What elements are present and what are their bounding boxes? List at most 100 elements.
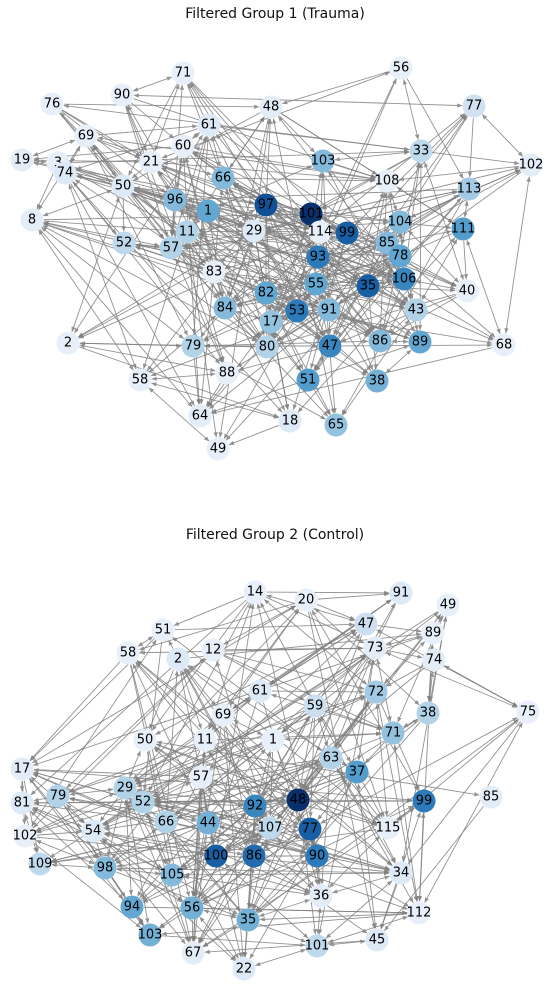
node-48: 48 (259, 95, 283, 119)
edge-71-37 (364, 741, 386, 764)
node-label-19: 19 (14, 153, 31, 168)
node-circle-17 (259, 310, 283, 334)
node-circle-74 (53, 161, 77, 185)
node-77: 77 (298, 817, 322, 841)
node-35: 35 (236, 908, 260, 932)
node-label-14: 14 (247, 585, 264, 600)
node-label-71: 71 (385, 726, 402, 741)
node-63: 63 (319, 746, 343, 770)
node-circle-50 (111, 174, 135, 198)
edge-50-2 (71, 196, 120, 333)
node-101: 101 (299, 202, 323, 226)
node-circle-74 (422, 648, 446, 672)
node-circle-103 (311, 149, 335, 173)
node-64: 64 (188, 404, 212, 428)
node-12: 12 (201, 638, 225, 662)
edge-85-93 (329, 244, 376, 256)
node-103: 103 (138, 923, 162, 947)
edge-79-86 (204, 339, 369, 348)
node-circle-111 (451, 217, 475, 241)
edge-108-101 (321, 185, 377, 210)
node-71: 71 (171, 61, 195, 85)
node-label-102: 102 (13, 829, 38, 844)
edge-105-34 (183, 870, 390, 878)
node-111: 111 (451, 217, 475, 241)
edge-2-89 (189, 632, 422, 659)
edge-102-54 (36, 830, 82, 836)
node-label-37: 37 (349, 765, 366, 780)
node-circle-43 (404, 298, 428, 322)
node-17: 17 (259, 310, 283, 334)
node-label-61: 61 (201, 118, 218, 133)
node-61: 61 (248, 679, 272, 703)
node-49: 49 (436, 593, 460, 617)
node-label-48: 48 (263, 100, 280, 115)
node-label-86: 86 (372, 334, 389, 349)
node-66: 66 (154, 810, 178, 834)
node-label-35: 35 (240, 913, 257, 928)
node-circle-107 (258, 816, 282, 840)
node-circle-71 (381, 721, 405, 745)
node-label-50: 50 (115, 179, 132, 194)
node-label-60: 60 (175, 139, 192, 154)
node-circle-11 (193, 728, 217, 752)
node-55: 55 (304, 272, 328, 296)
edge-85-45 (384, 806, 484, 932)
node-circle-63 (319, 746, 343, 770)
node-circle-66 (154, 810, 178, 834)
node-85: 85 (479, 785, 503, 809)
node-52: 52 (131, 790, 155, 814)
node-50: 50 (133, 728, 157, 752)
node-circle-64 (188, 404, 212, 428)
node-circle-103 (138, 923, 162, 947)
node-56: 56 (180, 896, 204, 920)
edge-69-19 (32, 139, 76, 157)
node-circle-17 (10, 757, 34, 781)
node-101: 101 (305, 934, 329, 958)
node-circle-115 (376, 816, 400, 840)
edge-84-65 (232, 316, 329, 417)
node-circle-80 (255, 335, 279, 359)
node-8: 8 (20, 208, 44, 232)
node-label-90: 90 (309, 849, 326, 864)
edge-69-74 (70, 145, 81, 164)
node-label-65: 65 (328, 418, 345, 433)
node-circle-37 (345, 760, 369, 784)
node-label-51: 51 (300, 373, 317, 388)
node-circle-21 (139, 150, 163, 174)
edge-1-102 (35, 743, 262, 833)
edge-109-98 (51, 862, 94, 870)
node-109: 109 (28, 852, 52, 876)
edge-73-75 (385, 652, 518, 708)
node-circle-12 (201, 638, 225, 662)
edge-35-101 (259, 923, 307, 943)
node-label-79: 79 (185, 339, 202, 354)
node-circle-56 (389, 56, 413, 80)
edge-92-107 (258, 812, 264, 819)
edge-88-58 (151, 372, 216, 381)
node-57: 57 (159, 236, 183, 260)
edge-74-75 (444, 665, 518, 707)
node-label-50: 50 (137, 733, 154, 748)
edge-77-102 (481, 114, 524, 157)
node-82: 82 (254, 281, 278, 305)
node-18: 18 (278, 409, 302, 433)
node-107: 107 (258, 816, 282, 840)
node-label-92: 92 (247, 799, 264, 814)
node-circle-90 (110, 83, 134, 107)
edge-20-91 (317, 592, 390, 600)
node-circle-69 (74, 124, 98, 148)
edge-50-52 (121, 197, 126, 232)
node-label-99: 99 (416, 794, 433, 809)
node-circle-86 (242, 844, 266, 868)
node-91: 91 (317, 298, 341, 322)
node-label-64: 64 (192, 409, 209, 424)
graph-title-control: Filtered Group 2 (Control) (185, 527, 365, 543)
node-circle-19 (10, 148, 34, 172)
edge-56-48 (281, 71, 390, 105)
node-label-17: 17 (14, 762, 31, 777)
node-circle-52 (112, 231, 136, 255)
node-103: 103 (311, 149, 335, 173)
node-label-89: 89 (412, 335, 429, 350)
node-circle-76 (40, 92, 64, 116)
